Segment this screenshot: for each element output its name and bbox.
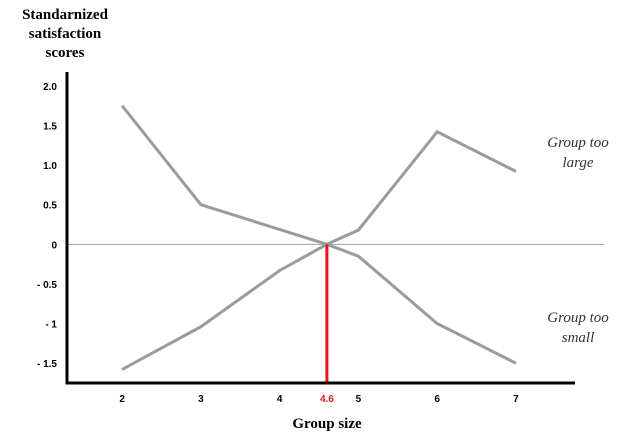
x-tick-label: 6	[434, 394, 440, 405]
series-line-2	[121, 242, 517, 371]
x-tick-labels: 2 3 4 5 6 7	[119, 394, 519, 405]
y-tick-label: 0	[51, 240, 57, 251]
marker-tick-label: 4.6	[320, 394, 334, 405]
x-tick-label: 4	[277, 394, 283, 405]
series-annotations: Group too large Group too small	[547, 135, 609, 346]
series-annotation-2-line-2: small	[562, 330, 595, 346]
series-annotation-2-line-1: Group too	[547, 310, 609, 326]
x-axis-title: Group size	[292, 416, 362, 432]
series-line-1	[120, 104, 517, 246]
series-annotation-1-line-2: large	[562, 155, 593, 171]
x-tick-label: 7	[513, 394, 519, 405]
x-tick-label: 5	[356, 394, 362, 405]
y-axis-title-line-2: satisfaction	[29, 26, 102, 42]
y-tick-label: 1.5	[43, 121, 57, 132]
x-tick-label: 2	[119, 394, 125, 405]
y-axis-title-line-1: Standarnized	[22, 7, 109, 23]
y-tick-label: 0.5	[43, 201, 57, 212]
y-tick-label: - 1.5	[37, 359, 57, 370]
y-tick-labels: 2.0 1.5 1.0 0.5 0 - 0.5 - 1 - 1.5	[37, 82, 57, 370]
y-tick-label: 1.0	[43, 161, 57, 172]
y-tick-label: - 1	[45, 320, 57, 331]
y-tick-label: - 0.5	[37, 280, 57, 291]
y-tick-label: 2.0	[43, 82, 57, 93]
series-lines	[120, 104, 517, 371]
x-tick-label: 3	[198, 394, 204, 405]
series-annotation-1-line-1: Group too	[547, 135, 609, 151]
y-axis-title-line-3: scores	[46, 45, 85, 61]
